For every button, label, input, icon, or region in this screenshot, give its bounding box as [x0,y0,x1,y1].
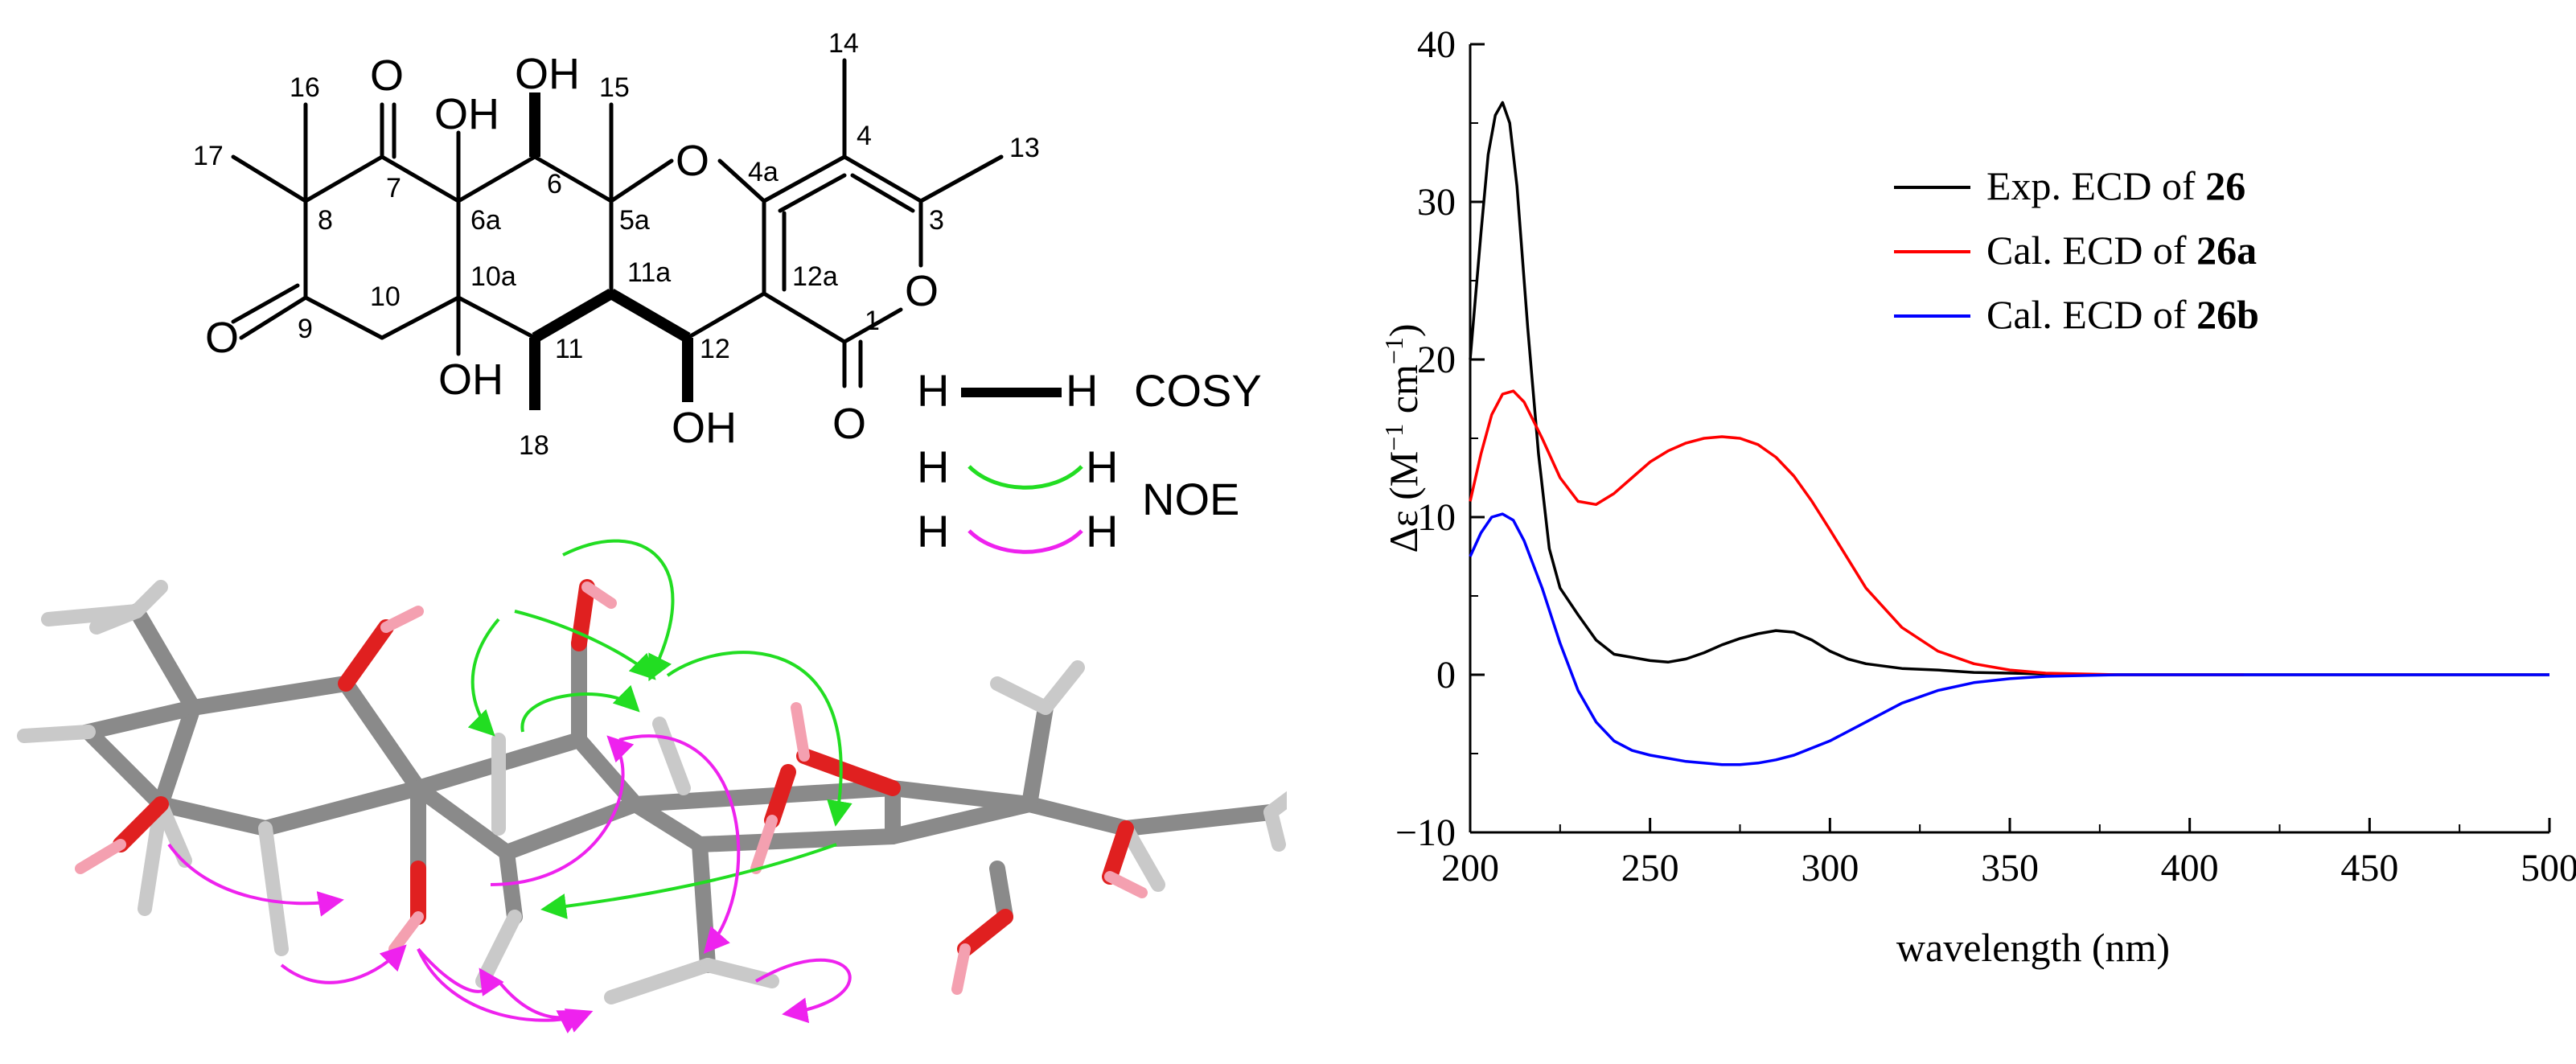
num-10a: 10a [470,261,516,292]
y-axis-label: Δε (M−1 cm−1) [1379,323,1426,553]
atom-O9: O [205,314,239,362]
num-17: 17 [193,141,224,171]
num-9: 9 [298,314,313,344]
ylabel-mid: cm [1381,364,1426,424]
atom-Oring: O [676,137,709,185]
legend-label-text: Cal. ECD of [1986,228,2196,273]
noe-label: NOE [1142,474,1239,524]
y-tick-label: 30 [1417,181,1456,224]
num-11: 11 [555,334,583,364]
ecd-chart: 200 250 300 350 400 450 500 −10 0 10 20 30 40 Exp. E… [1379,23,2576,970]
x-tick-label: 500 [2521,847,2576,889]
num-16: 16 [290,72,320,103]
legend-label-compound: 26b [2196,292,2259,337]
num-12: 12 [700,334,730,364]
correlation-legend: H H COSY H H H H NOE [917,365,1262,557]
x-tick-label: 450 [2340,847,2398,889]
num-8: 8 [318,205,333,236]
atom-OH6a: OH [434,90,499,138]
num-14: 14 [828,28,859,59]
num-15: 15 [599,72,630,103]
atom-OH6: OH [515,50,580,98]
num-7: 7 [386,173,401,203]
legend-label-compound: 26a [2196,228,2257,273]
cosy-label: COSY [1134,365,1262,416]
x-tick-label: 250 [1621,847,1679,889]
y-tick-label: 10 [1417,496,1456,539]
noe-green-h-right: H [1086,442,1118,492]
noe-magenta-arrow [968,529,1083,554]
y-tick-label: 40 [1417,23,1456,66]
y-tick-label: 0 [1436,654,1456,696]
x-axis-label: wavelength (nm) [1896,925,2170,970]
x-tick-label: 300 [1801,847,1859,889]
atom-OH12: OH [672,404,737,452]
ylabel-prefix: Δε (M [1381,451,1426,553]
y-tick-label: 20 [1417,339,1456,381]
atom-O7: O [370,51,404,100]
noe-magenta-h-right: H [1086,506,1118,557]
num-10: 10 [370,281,401,312]
num-13: 13 [1009,133,1040,163]
atom-Olac: O [905,267,939,315]
3d-conformer-model [17,539,1287,1034]
num-6a: 6a [470,205,501,236]
chart-series [1469,101,2549,766]
cosy-h-right: H [1066,365,1098,416]
series-line-2 [1469,389,2244,676]
x-tick-label: 400 [2161,847,2219,889]
num-4a: 4a [748,157,779,187]
cosy-h-left: H [917,365,949,416]
noe-green-h-left: H [917,442,949,492]
noe-magenta-h-left: H [917,506,949,557]
legend-label-1: Exp. ECD of 26 [1986,163,2245,208]
x-tick-label: 200 [1441,847,1499,889]
num-3: 3 [929,205,944,236]
num-5a: 5a [619,205,650,236]
legend-label-compound: 26 [2205,163,2245,208]
series-line-3 [1469,512,2549,766]
ylabel-sup2: −1 [1379,337,1408,364]
x-tick-label: 350 [1981,847,2039,889]
num-11a: 11a [627,257,671,288]
legend-label-text: Cal. ECD of [1986,292,2196,337]
chart-axes: 200 250 300 350 400 450 500 −10 0 10 20 30 40 [1395,23,2576,889]
chemical-structure: O OH OH O O OH OH O O 1 3 4 4a 5a 6 6a 7… [193,28,1040,461]
num-1: 1 [865,306,880,336]
legend-label-2: Cal. ECD of 26a [1986,228,2257,273]
legend-label-3: Cal. ECD of 26b [1986,292,2259,337]
y-tick-label: −10 [1395,811,1456,854]
noe-green-arrow [968,465,1083,490]
num-12a: 12a [792,261,838,292]
legend-label-text: Exp. ECD of [1986,163,2205,208]
num-18: 18 [519,430,549,461]
num-6: 6 [547,169,562,199]
ylabel-sup1: −1 [1379,424,1408,451]
ylabel-suffix: ) [1381,323,1426,337]
atom-O1: O [832,400,866,448]
num-4: 4 [857,121,872,151]
atom-OH10a: OH [438,355,503,404]
